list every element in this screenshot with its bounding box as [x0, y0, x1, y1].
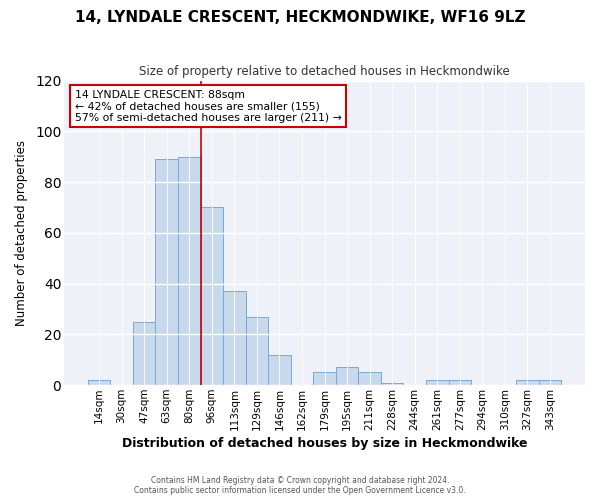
Text: 14, LYNDALE CRESCENT, HECKMONDWIKE, WF16 9LZ: 14, LYNDALE CRESCENT, HECKMONDWIKE, WF16…	[75, 10, 525, 25]
Bar	[268, 354, 291, 385]
Text: Contains HM Land Registry data © Crown copyright and database right 2024.
Contai: Contains HM Land Registry data © Crown c…	[134, 476, 466, 495]
Bar	[313, 372, 336, 385]
Bar	[178, 156, 200, 385]
Bar	[133, 322, 155, 385]
Title: Size of property relative to detached houses in Heckmondwike: Size of property relative to detached ho…	[139, 65, 510, 78]
Bar	[223, 291, 245, 385]
Bar	[381, 382, 403, 385]
Bar	[336, 368, 358, 385]
Y-axis label: Number of detached properties: Number of detached properties	[15, 140, 28, 326]
Bar	[88, 380, 110, 385]
Text: 14 LYNDALE CRESCENT: 88sqm
← 42% of detached houses are smaller (155)
57% of sem: 14 LYNDALE CRESCENT: 88sqm ← 42% of deta…	[74, 90, 341, 123]
Bar	[426, 380, 449, 385]
Bar	[155, 159, 178, 385]
Bar	[449, 380, 471, 385]
Bar	[200, 208, 223, 385]
Bar	[358, 372, 381, 385]
X-axis label: Distribution of detached houses by size in Heckmondwike: Distribution of detached houses by size …	[122, 437, 527, 450]
Bar	[516, 380, 539, 385]
Bar	[539, 380, 562, 385]
Bar	[245, 316, 268, 385]
